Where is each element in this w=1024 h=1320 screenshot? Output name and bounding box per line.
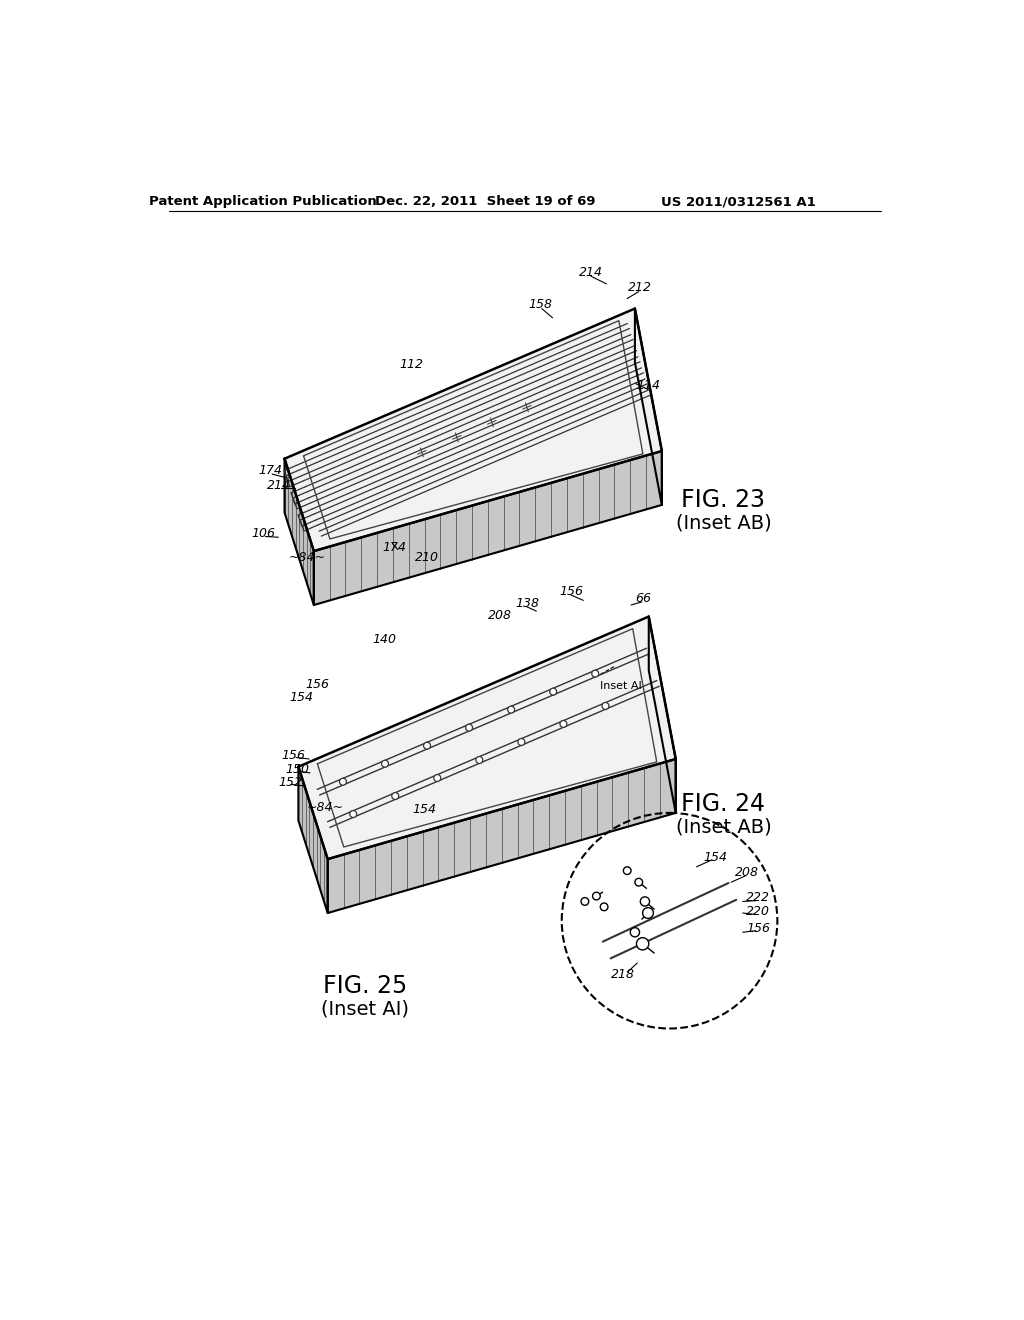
Circle shape [640, 896, 649, 906]
Text: 154: 154 [290, 690, 313, 704]
Circle shape [518, 738, 525, 746]
Circle shape [560, 721, 567, 727]
Polygon shape [298, 616, 676, 859]
Text: Dec. 22, 2011  Sheet 19 of 69: Dec. 22, 2011 Sheet 19 of 69 [375, 195, 595, 209]
Polygon shape [328, 759, 676, 913]
Circle shape [392, 792, 398, 800]
Circle shape [466, 725, 472, 731]
Text: 156: 156 [746, 921, 770, 935]
Circle shape [624, 867, 631, 874]
Text: (Inset AB): (Inset AB) [676, 817, 771, 837]
Text: 152: 152 [278, 776, 302, 788]
Text: 214: 214 [579, 265, 603, 279]
Text: 106: 106 [252, 527, 275, 540]
Circle shape [592, 671, 599, 677]
Circle shape [602, 702, 609, 709]
Text: 66: 66 [635, 593, 651, 606]
Polygon shape [649, 616, 676, 813]
Text: 208: 208 [734, 866, 759, 879]
Text: 156: 156 [305, 677, 329, 690]
Text: 220: 220 [746, 906, 770, 917]
Circle shape [550, 688, 557, 696]
Circle shape [643, 908, 653, 919]
Text: 112: 112 [399, 358, 424, 371]
Circle shape [340, 779, 346, 785]
Circle shape [581, 898, 589, 906]
Text: US 2011/0312561 A1: US 2011/0312561 A1 [662, 195, 816, 209]
Text: FIG. 25: FIG. 25 [324, 974, 408, 998]
Text: 140: 140 [373, 634, 396, 647]
Circle shape [476, 756, 482, 763]
Polygon shape [298, 767, 328, 913]
Circle shape [350, 810, 356, 817]
Circle shape [382, 760, 388, 767]
Text: Inset AI: Inset AI [600, 681, 642, 690]
Circle shape [434, 775, 440, 781]
Circle shape [635, 878, 643, 886]
Circle shape [631, 928, 640, 937]
Circle shape [637, 937, 649, 950]
Text: (Inset AB): (Inset AB) [676, 513, 771, 532]
Text: FIG. 24: FIG. 24 [681, 792, 766, 816]
Text: 158: 158 [528, 298, 552, 312]
Polygon shape [313, 451, 662, 605]
Text: FIG. 23: FIG. 23 [681, 487, 766, 512]
Text: 210: 210 [415, 550, 439, 564]
Text: 174: 174 [259, 463, 283, 477]
Circle shape [593, 892, 600, 900]
Text: 174: 174 [382, 541, 406, 554]
Text: 154: 154 [703, 851, 728, 865]
Text: 114: 114 [636, 379, 660, 392]
Polygon shape [285, 459, 313, 605]
Polygon shape [635, 309, 662, 506]
Text: 208: 208 [488, 609, 512, 622]
Text: 212: 212 [629, 281, 652, 294]
Text: ~84~: ~84~ [289, 550, 327, 564]
Circle shape [600, 903, 608, 911]
Text: Patent Application Publication: Patent Application Publication [150, 195, 377, 209]
Text: (Inset AI): (Inset AI) [322, 999, 410, 1019]
Circle shape [424, 742, 430, 750]
Text: ~84~: ~84~ [307, 801, 344, 814]
Text: 214: 214 [267, 479, 291, 492]
Text: 138: 138 [515, 597, 539, 610]
Text: 222: 222 [746, 891, 770, 904]
Text: 156: 156 [559, 585, 583, 598]
Text: 218: 218 [611, 968, 635, 981]
Text: 156: 156 [282, 748, 306, 762]
Text: 150: 150 [286, 763, 309, 776]
Circle shape [508, 706, 515, 713]
Polygon shape [285, 309, 662, 552]
Text: 154: 154 [413, 803, 436, 816]
